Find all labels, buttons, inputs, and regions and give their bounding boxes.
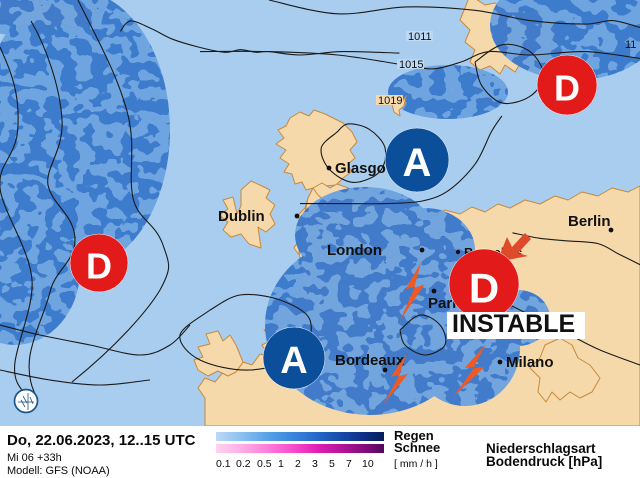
svg-text:Berlin: Berlin — [568, 213, 611, 230]
svg-text:Bordeaux: Bordeaux — [335, 352, 405, 369]
svg-text:11: 11 — [625, 39, 636, 51]
svg-text:3: 3 — [312, 458, 318, 470]
svg-text:Bodendruck [hPa]: Bodendruck [hPa] — [486, 454, 602, 469]
svg-text:7: 7 — [346, 458, 352, 470]
svg-text:0.1: 0.1 — [216, 458, 231, 470]
svg-text:[ mm / h ]: [ mm / h ] — [394, 458, 438, 470]
svg-text:INSTABLE: INSTABLE — [452, 310, 575, 338]
svg-text:Milano: Milano — [506, 354, 554, 371]
svg-text:Schnee: Schnee — [394, 440, 440, 455]
svg-text:D: D — [554, 68, 580, 109]
svg-text:0.2: 0.2 — [236, 458, 251, 470]
svg-text:0.5: 0.5 — [257, 458, 272, 470]
svg-text:D: D — [86, 246, 112, 287]
svg-text:London: London — [327, 242, 382, 259]
svg-text:A: A — [280, 340, 307, 382]
svg-text:2: 2 — [295, 458, 301, 470]
svg-text:10: 10 — [362, 458, 374, 470]
svg-text:1: 1 — [278, 458, 284, 470]
svg-text:5: 5 — [329, 458, 335, 470]
svg-text:1011: 1011 — [408, 31, 432, 43]
svg-text:1019: 1019 — [378, 95, 402, 107]
svg-text:D: D — [469, 265, 499, 312]
svg-text:A: A — [403, 141, 432, 185]
svg-text:1015: 1015 — [399, 59, 423, 71]
svg-text:Dublin: Dublin — [218, 208, 265, 225]
